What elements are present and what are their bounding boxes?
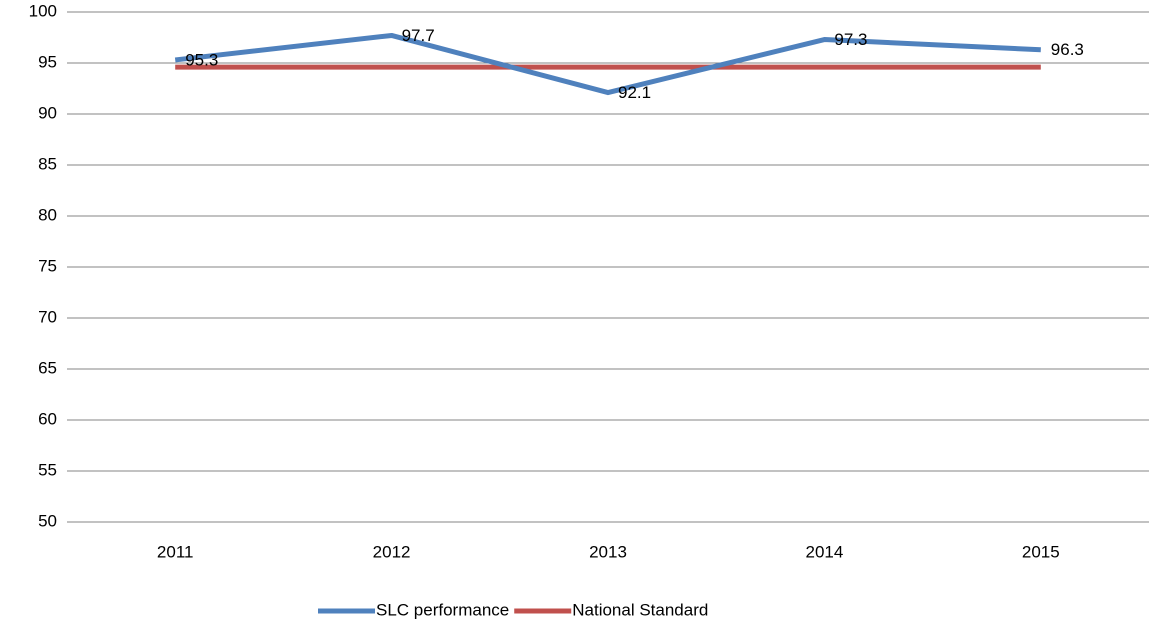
y-tick-label: 50 bbox=[38, 511, 57, 530]
y-tick-label: 90 bbox=[38, 103, 57, 122]
data-label: 97.7 bbox=[402, 26, 435, 45]
x-tick-label: 2015 bbox=[1022, 542, 1060, 561]
data-label: 95.3 bbox=[185, 50, 218, 69]
x-tick-label: 2011 bbox=[157, 542, 194, 561]
y-tick-label: 65 bbox=[38, 358, 57, 377]
data-label: 97.3 bbox=[834, 30, 867, 49]
x-tick-label: 2012 bbox=[373, 542, 411, 561]
legend-label: SLC performance bbox=[376, 600, 509, 619]
y-tick-label: 80 bbox=[38, 205, 57, 224]
x-tick-label: 2014 bbox=[805, 542, 843, 561]
data-label: 92.1 bbox=[618, 83, 651, 102]
y-tick-label: 100 bbox=[29, 1, 57, 20]
y-tick-label: 55 bbox=[38, 460, 57, 479]
y-tick-label: 75 bbox=[38, 256, 57, 275]
x-tick-label: 2013 bbox=[589, 542, 627, 561]
y-tick-label: 70 bbox=[38, 307, 57, 326]
y-tick-label: 60 bbox=[38, 409, 57, 428]
data-label: 96.3 bbox=[1051, 40, 1084, 59]
y-tick-label: 95 bbox=[38, 52, 57, 71]
y-tick-label: 85 bbox=[38, 154, 57, 173]
series-line bbox=[174, 32, 1041, 96]
legend-label: National Standard bbox=[572, 600, 708, 619]
